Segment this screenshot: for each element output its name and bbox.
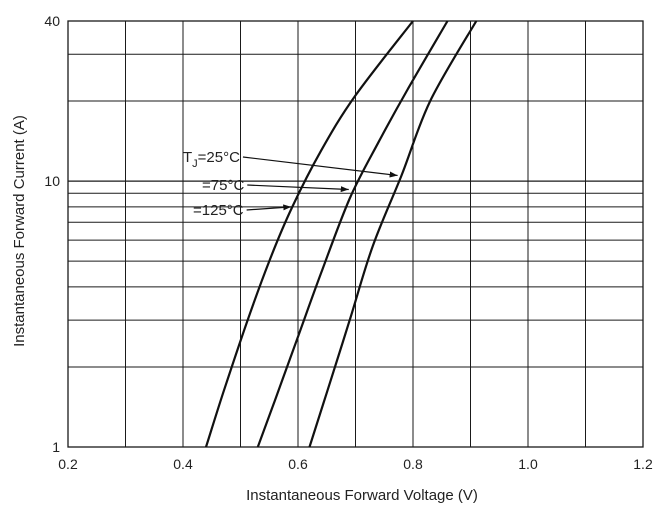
annotation-arrow (247, 184, 349, 193)
tick-labels: 0.2 0.4 0.6 0.8 1.0 1.2 1 10 40 (44, 13, 653, 472)
series-line (204, 20, 414, 448)
annotation-label: =75°C (202, 177, 244, 194)
annotation-arrow (246, 204, 292, 211)
annotation-label: TJ=25°C (183, 149, 240, 170)
y-tick-label: 10 (44, 173, 60, 189)
x-tick-label: 0.2 (58, 456, 78, 472)
y-tick-label: 1 (52, 439, 60, 455)
series-line (256, 20, 449, 448)
x-tick-label: 0.8 (403, 456, 423, 472)
series-line (308, 20, 478, 448)
x-tick-label: 0.4 (173, 456, 193, 472)
y-axis-label: Instantaneous Forward Current (A) (11, 115, 28, 347)
annotations: TJ=25°C =75°C =125°C (183, 149, 398, 219)
x-tick-label: 1.0 (518, 456, 538, 472)
annotation-label: =125°C (193, 202, 244, 219)
annotation-arrow (242, 156, 398, 178)
x-tick-label: 0.6 (288, 456, 308, 472)
x-axis-label: Instantaneous Forward Voltage (V) (246, 487, 478, 504)
x-tick-label: 1.2 (633, 456, 653, 472)
series-group (204, 20, 478, 448)
grid (67, 20, 644, 448)
y-tick-label: 40 (44, 13, 60, 29)
